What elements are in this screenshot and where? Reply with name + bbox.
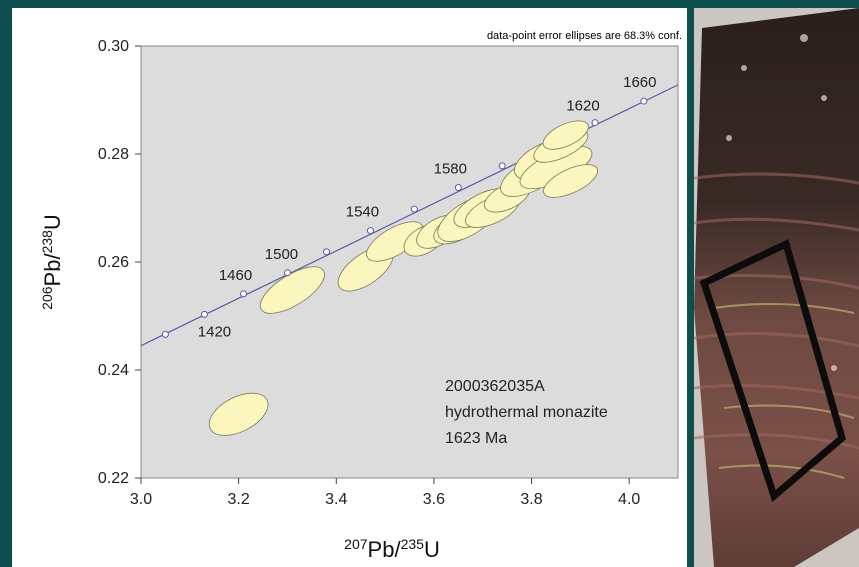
rock-sample-photo	[694, 8, 859, 567]
age-marker	[161, 330, 169, 338]
age-marker	[200, 310, 208, 318]
y-tick-label: 0.30	[98, 38, 129, 55]
age-marker	[366, 227, 374, 235]
age-label: 1420	[198, 323, 231, 340]
rock-photo-image	[694, 8, 859, 567]
y-tick-label: 0.24	[98, 362, 129, 379]
sample-type: hydrothermal monazite	[445, 404, 608, 421]
error-ellipse-note: data-point error ellipses are 68.3% conf…	[487, 30, 682, 42]
x-tick-label: 3.0	[130, 491, 152, 508]
sample-label: 2000362035A hydrothermal monazite 1623 M…	[445, 378, 608, 447]
age-marker	[283, 269, 291, 277]
age-marker	[498, 162, 506, 170]
age-marker	[591, 119, 599, 127]
age-label: 1660	[623, 74, 656, 91]
age-label: 1540	[346, 204, 379, 221]
error-ellipse	[366, 221, 424, 262]
y-axis-label: 206Pb/238U	[39, 214, 65, 310]
y-tick-label: 0.22	[98, 470, 129, 487]
x-tick-label: 3.8	[520, 491, 542, 508]
x-tick-label: 3.4	[325, 491, 347, 508]
error-ellipse	[543, 164, 599, 198]
error-ellipse	[259, 266, 325, 314]
age-label: 1580	[434, 160, 467, 177]
age-marker	[640, 97, 648, 105]
error-ellipse	[542, 120, 589, 150]
error-ellipse	[208, 392, 269, 436]
age-label: 1620	[566, 98, 599, 115]
age-marker	[410, 205, 418, 213]
age-marker	[323, 248, 331, 256]
y-tick-label: 0.28	[98, 146, 129, 163]
concordia-chart: 3.0 3.2 3.4 3.6 3.8 4.0 0.22 0.24 0.26 0.28 0.30 1…	[39, 30, 682, 562]
age-marker	[454, 183, 462, 191]
x-axis-label: 207Pb/235U	[344, 536, 440, 562]
x-tick-label: 4.0	[618, 491, 640, 508]
chart-panel: 3.0 3.2 3.4 3.6 3.8 4.0 0.22 0.24 0.26 0.28 0.30 1…	[12, 8, 687, 567]
y-tick-label: 0.26	[98, 254, 129, 271]
x-tick-label: 3.6	[423, 491, 445, 508]
x-tick-label: 3.2	[228, 491, 250, 508]
sample-id: 2000362035A	[445, 378, 545, 395]
age-marker	[240, 290, 248, 298]
age-label: 1460	[219, 267, 252, 284]
sample-age: 1623 Ma	[445, 430, 507, 447]
age-label: 1500	[265, 246, 298, 263]
